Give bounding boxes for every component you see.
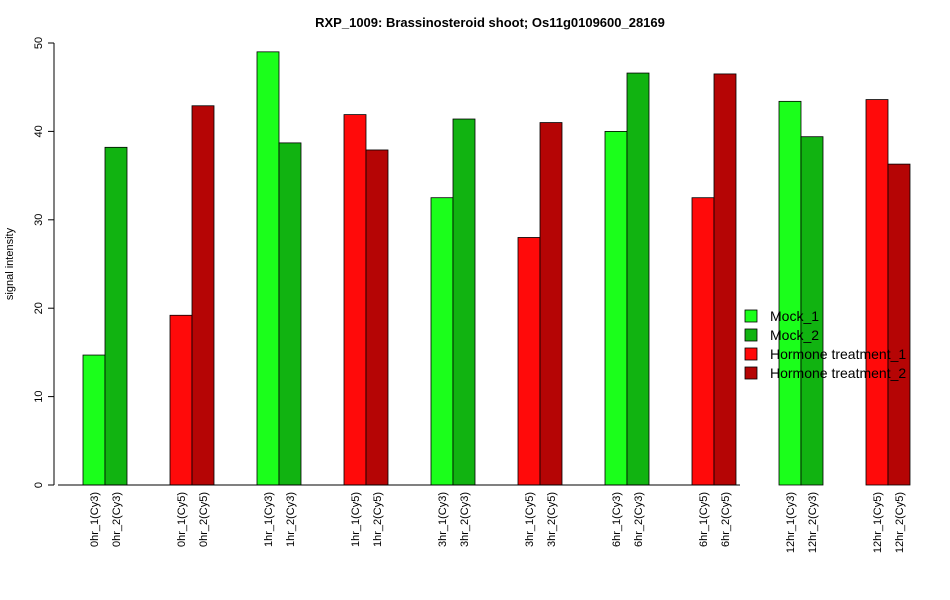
- x-tick-label: 6hr_1(Cy3): [611, 492, 623, 547]
- bar: [626, 72, 650, 486]
- x-tick-label: 0hr_2(Cy3): [111, 492, 123, 547]
- legend-label: Hormone treatment_2: [770, 365, 906, 381]
- bar: [539, 122, 563, 486]
- legend-label: Hormone treatment_1: [770, 346, 906, 362]
- x-tick-label: 6hr_1(Cy5): [698, 492, 710, 547]
- bar: [278, 142, 302, 486]
- bar: [778, 100, 802, 486]
- bar: [517, 237, 541, 486]
- bar: [343, 114, 367, 486]
- bar: [430, 197, 454, 486]
- bar: [191, 105, 215, 486]
- bar: [82, 354, 106, 486]
- x-tick-label: 0hr_2(Cy5): [198, 492, 210, 547]
- y-tick-label: 50: [33, 37, 45, 49]
- x-tick-label: 3hr_1(Cy5): [524, 492, 536, 547]
- y-axis-label: signal intensity: [4, 227, 16, 300]
- legend-swatch: [744, 328, 758, 342]
- y-tick-label: 0: [33, 482, 45, 488]
- y-tick-label: 10: [33, 390, 45, 402]
- x-tick-label: 12hr_1(Cy5): [872, 492, 884, 553]
- x-tick-label: 6hr_2(Cy3): [633, 492, 645, 547]
- x-tick-label: 12hr_2(Cy5): [894, 492, 906, 553]
- legend-swatch: [744, 347, 758, 361]
- y-axis: 0 10 20 30 40 50: [33, 37, 55, 488]
- chart-title: RXP_1009: Brassinosteroid shoot; Os11g01…: [315, 15, 665, 30]
- bar: [256, 51, 280, 486]
- legend-label: Mock_2: [770, 327, 819, 343]
- bar: [169, 314, 193, 486]
- x-axis: 0hr_1(Cy3) 0hr_2(Cy3) 0hr_1(Cy5) 0hr_2(Cy5)…: [58, 484, 906, 553]
- x-tick-label: 3hr_2(Cy5): [546, 492, 558, 547]
- x-tick-label: 0hr_1(Cy5): [176, 492, 188, 547]
- y-tick-label: 30: [33, 214, 45, 226]
- bar: [104, 146, 128, 486]
- legend: Mock_1 Mock_2 Hormone treatment_1 Hormone t…: [744, 308, 906, 381]
- bar: [604, 130, 628, 486]
- y-tick-label: 20: [33, 302, 45, 314]
- bar: [865, 99, 889, 486]
- bar: [713, 73, 737, 486]
- bar: [887, 163, 911, 486]
- x-tick-label: 6hr_2(Cy5): [720, 492, 732, 547]
- plot-area: [82, 51, 911, 486]
- x-tick-label: 0hr_1(Cy3): [89, 492, 101, 547]
- x-tick-label: 12hr_2(Cy3): [807, 492, 819, 553]
- legend-swatch: [744, 309, 758, 323]
- bar: [452, 118, 476, 486]
- bar: [800, 136, 824, 486]
- legend-label: Mock_1: [770, 308, 819, 324]
- legend-swatch: [744, 366, 758, 380]
- bar: [691, 197, 715, 486]
- x-tick-label: 3hr_1(Cy3): [437, 492, 449, 547]
- x-tick-label: 1hr_2(Cy3): [285, 492, 297, 547]
- x-tick-label: 1hr_2(Cy5): [372, 492, 384, 547]
- y-tick-label: 40: [33, 125, 45, 137]
- bar: [365, 149, 389, 486]
- x-tick-label: 3hr_2(Cy3): [459, 492, 471, 547]
- x-tick-label: 12hr_1(Cy3): [785, 492, 797, 553]
- x-tick-label: 1hr_1(Cy3): [263, 492, 275, 547]
- x-tick-label: 1hr_1(Cy5): [350, 492, 362, 547]
